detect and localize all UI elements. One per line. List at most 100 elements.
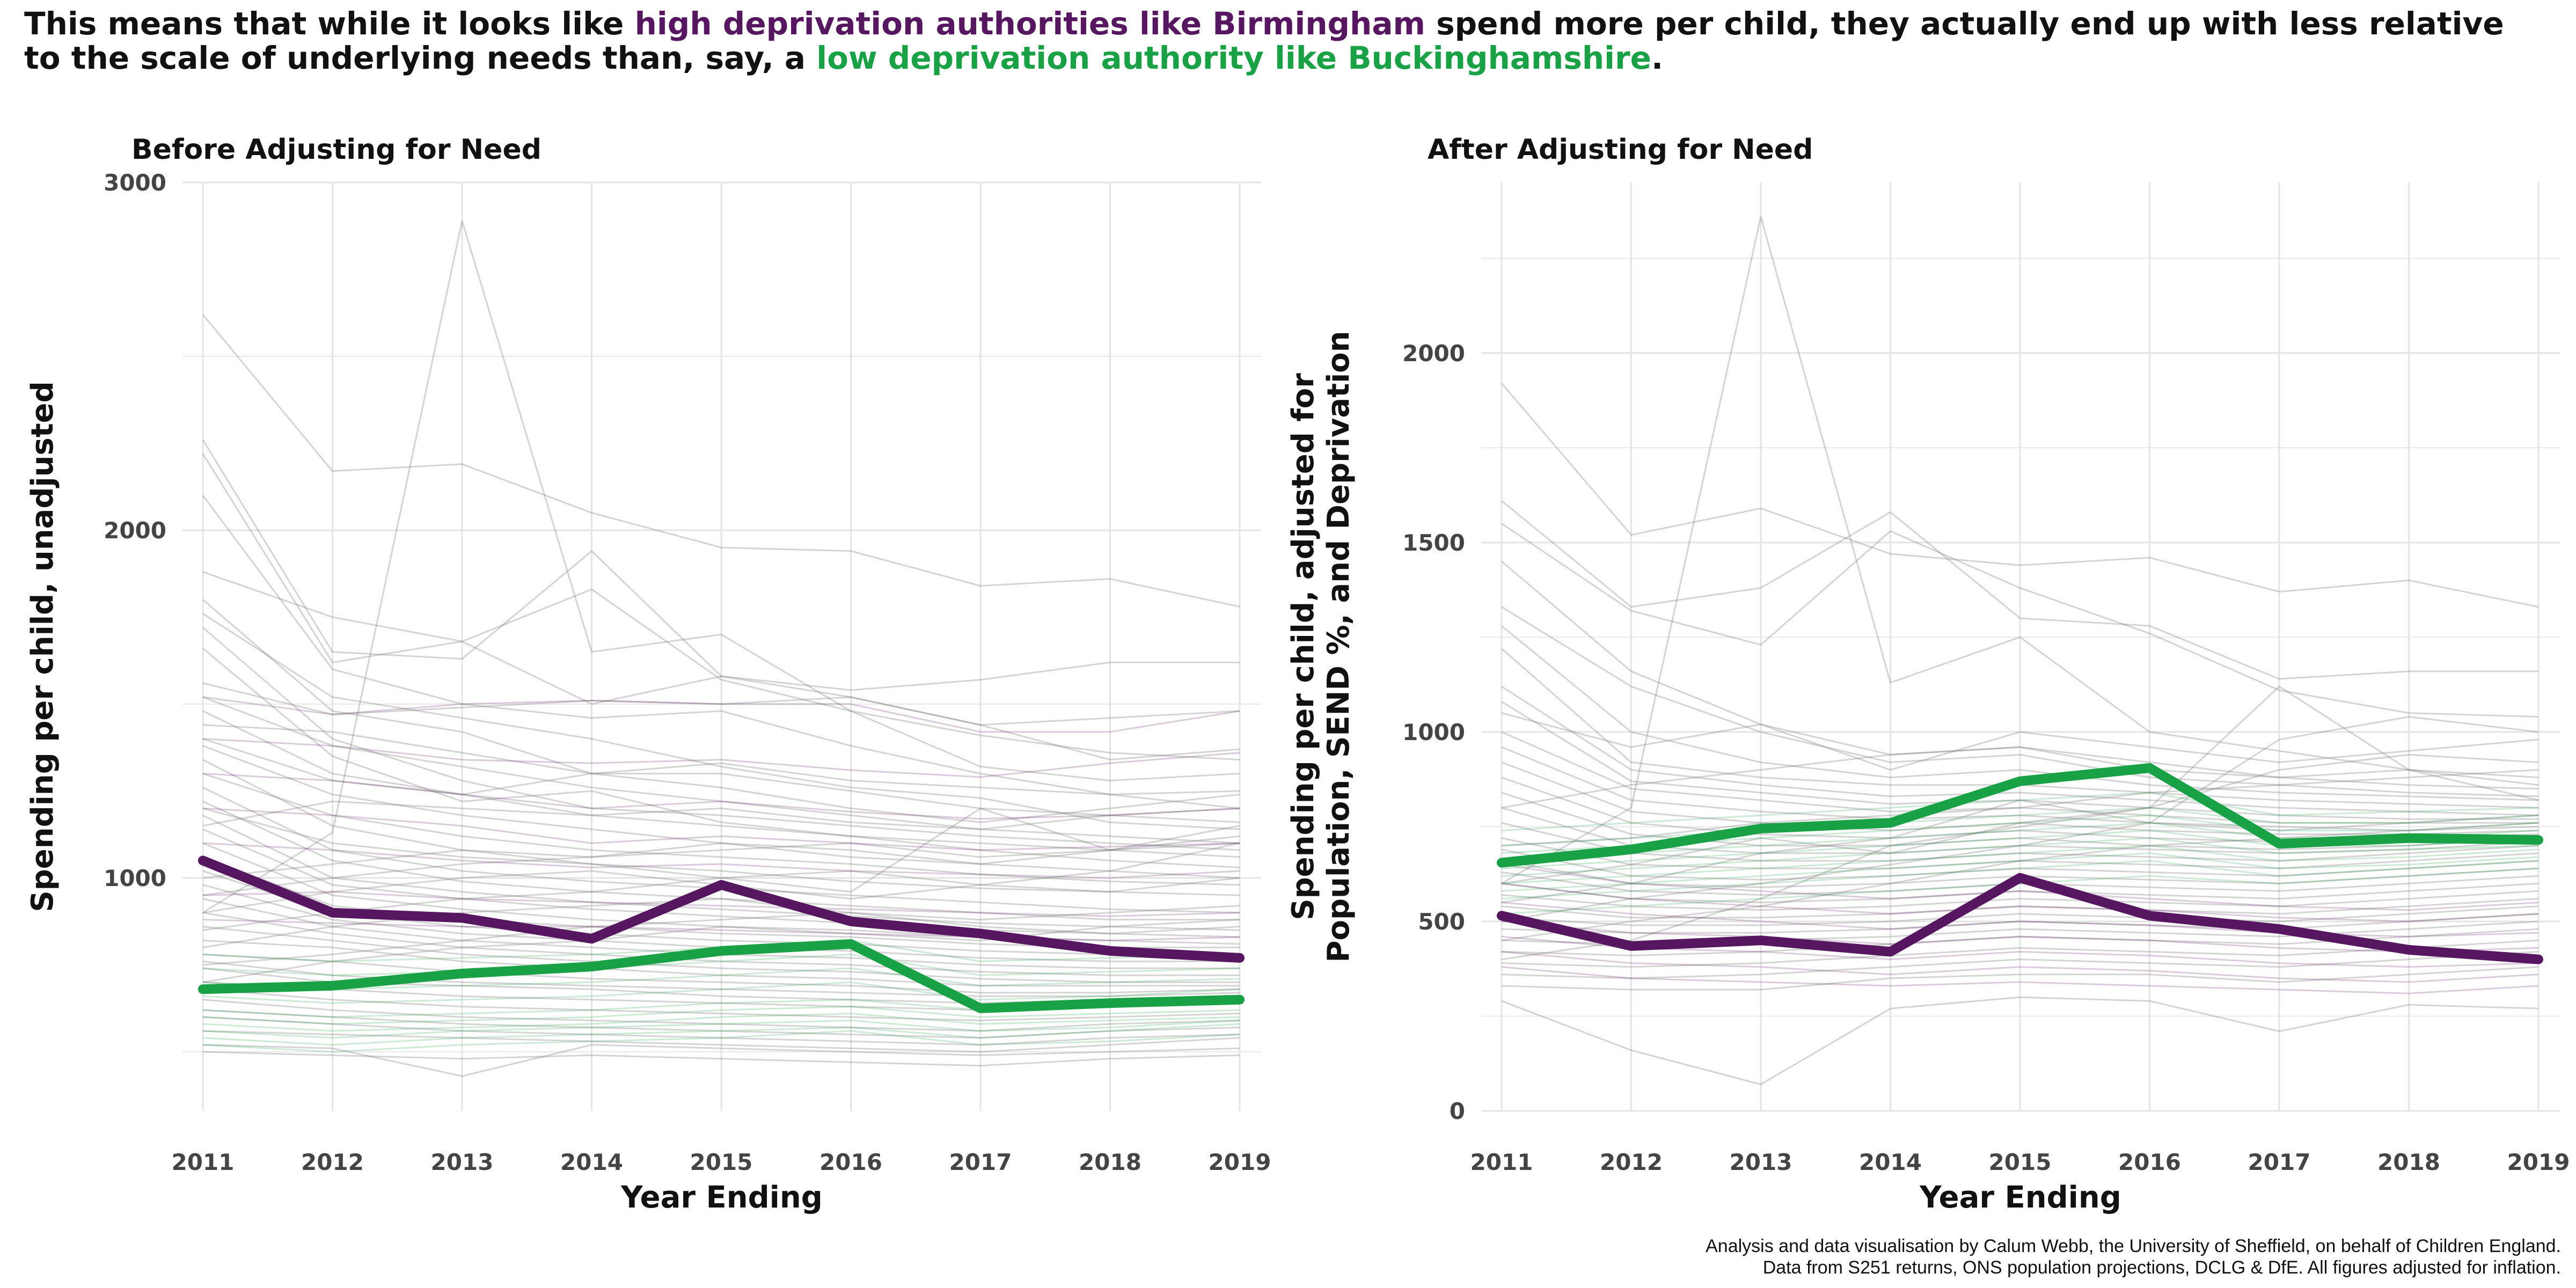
series-line-background [1501,746,2539,832]
series-line-background [202,724,1240,795]
y-tick-label: 2000 [104,517,166,544]
series-line-background [202,953,1240,994]
series-line-background [202,599,1240,823]
series-line-background [202,745,1240,879]
series-line-background-green [202,953,1240,976]
series-line-background [1501,625,2539,801]
series-line-buckinghamshire [1497,763,2543,868]
x-tick-label: 2011 [1470,1149,1533,1175]
series-line-background [202,571,1240,726]
gridlines [1481,182,2560,1112]
series-line-background [202,696,1240,844]
series-line-background [202,495,1240,809]
series-line-background [1501,560,2539,790]
series-line-background [202,988,1240,1022]
panel-title: After Adjusting for Need [1428,134,1813,166]
x-tick-label: 2013 [1730,1149,1792,1175]
x-axis-title: Year Ending [620,1180,823,1215]
headline: This means that while it looks like high… [24,6,2546,75]
x-tick-label: 2015 [690,1149,753,1175]
x-axis-title: Year Ending [1919,1180,2121,1215]
series-line-background-purple [202,696,1240,733]
series-line-background-green [1501,829,2539,869]
series-line-background [1501,712,2539,771]
series-line-background [202,842,1240,945]
background-series [1501,216,2539,1086]
series-line-background [1501,950,2539,979]
headline-part-3: . [1651,40,1664,76]
x-tick-label: 2012 [1600,1149,1663,1175]
series-line-background [1501,905,2539,926]
series-line-background [1501,383,2539,608]
series-line-background [202,453,1240,782]
series-line-background-purple [202,842,1240,879]
series-line-background-green [202,1006,1240,1025]
panel-2: 0 500 1000 1500 2000 2011 2012 2013 2014 2015 2016… [1286,134,2570,1215]
series-line-background-purple [1501,863,2539,911]
series-line-background-green [202,1023,1240,1046]
series-line-background [202,912,1240,976]
y-tick-label: 3000 [104,170,166,196]
series-line-background [1501,913,2539,934]
series-line-background [202,648,1240,868]
x-tick-label: 2015 [1989,1149,2052,1175]
series-line-background [202,710,1240,858]
series-line-background [202,870,1240,931]
series-line-background [1501,746,2539,809]
series-line-background [1501,753,2539,884]
series-line-background-green [1501,867,2539,915]
y-tick-label: 1000 [1402,719,1465,745]
series-line-background [202,898,1240,948]
series-line-background-purple [202,891,1240,917]
series-line-background [202,940,1240,987]
series-line-background [202,1044,1240,1077]
series-line-background [1501,871,2539,896]
x-tick-label: 2019 [1209,1149,1271,1175]
headline-part-1: This means that while it looks like [24,5,635,42]
series-line-background-purple [1501,902,2539,938]
headline-highlight-purple: high deprivation authorities like Birmin… [634,5,1425,42]
series-line-background [1501,898,2539,919]
series-line-background [202,759,1240,896]
series-line-background-purple [1501,882,2539,923]
series-line-background [202,439,1240,691]
series-line-background [202,800,1240,830]
x-tick-label: 2018 [1079,1149,1141,1175]
x-tick-label: 2011 [172,1149,235,1175]
y-axis-title: Spending per child, unadjusted [25,381,60,912]
series-line-background [202,773,1240,886]
series-line-background [1501,807,2539,854]
series-line-background-purple [202,807,1240,851]
series-line-background [202,1051,1240,1067]
series-line-background [1501,939,2539,968]
caption: Analysis and data visualisation by Calum… [1706,1235,2561,1278]
series-line-birmingham [1497,873,2543,964]
headline-part-2: spend more per child, they actually end … [24,5,2504,76]
series-line-background-purple [1501,950,2539,983]
y-tick-label: 0 [1450,1098,1465,1124]
x-tick-label: 2017 [2248,1149,2311,1175]
series-line-background-green [1501,852,2539,892]
series-line-background [202,800,1240,921]
caption-line-1: Analysis and data visualisation by Calum… [1706,1236,2561,1256]
series-line-buckinghamshire [198,939,1245,1013]
x-tick-label: 2016 [819,1149,882,1175]
x-tick-label: 2014 [1859,1149,1922,1175]
series-line-background [202,912,1240,966]
series-line-background [1501,966,2539,991]
headline-highlight-green: low deprivation authority like Buckingha… [816,40,1651,76]
series-line-background [1501,685,2539,961]
y-tick-label: 1000 [104,865,166,891]
series-line-background [202,835,1240,879]
y-axis-title-line: Spending per child, unadjusted [25,381,60,912]
series-line-background-green [1501,860,2539,900]
series-line-background [1501,761,2539,835]
x-tick-label: 2016 [2118,1149,2181,1175]
y-axis-title-line: Spending per child, adjusted for [1286,373,1321,920]
y-tick-label: 2000 [1402,340,1465,367]
series-line-background [202,627,1240,851]
x-tick-label: 2013 [431,1149,494,1175]
series-line-background [1501,701,2538,820]
series-line-background-purple [1501,966,2539,994]
